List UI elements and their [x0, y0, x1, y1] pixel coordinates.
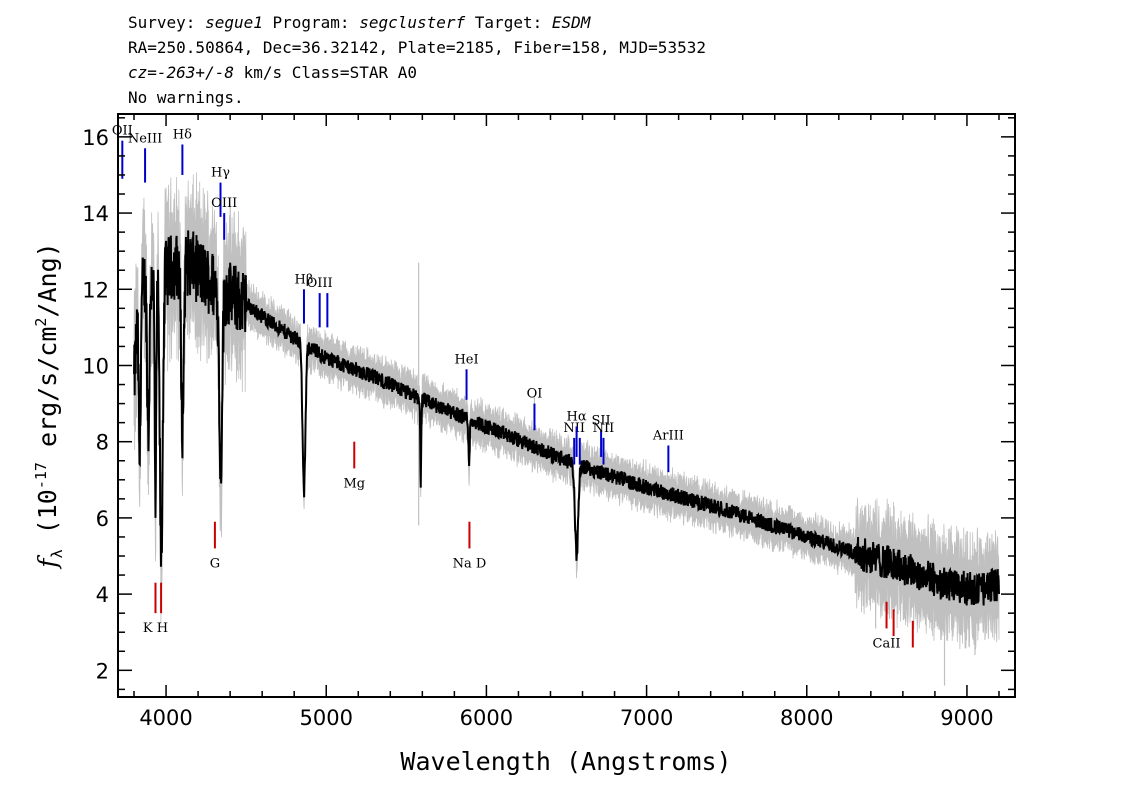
- x-axis-label: Wavelength (Angstroms): [400, 747, 731, 776]
- line-marker-label: Hβ: [295, 272, 314, 287]
- axis-ticks: 4000 5000 6000 7000 8000 9000 2 4 6 8 10 12 14 16: [82, 114, 1015, 730]
- y-label-mid: erg/s/cm: [33, 327, 62, 462]
- y-label-exp2: 2: [32, 318, 50, 327]
- line-marker-label: Mg: [343, 476, 365, 491]
- y-tick-label: 14: [82, 202, 109, 226]
- line-marker-label: ArIII: [652, 429, 684, 444]
- y-tick-label: 4: [96, 583, 109, 607]
- header-line-1: Survey: segue1 Program: segclusterf Targ…: [128, 13, 592, 32]
- line-marker-label: NII: [563, 421, 585, 436]
- header-class: km/s Class=STAR A0: [234, 63, 417, 82]
- header-program: segclusterf: [359, 13, 465, 32]
- y-label-sub: λ: [48, 549, 66, 558]
- header-survey: segue1: [205, 13, 263, 32]
- header-target: ESDM: [552, 13, 592, 32]
- y-tick-label: 6: [96, 507, 109, 531]
- y-tick-label: 12: [82, 278, 109, 302]
- plot-frame: [117, 113, 1016, 698]
- x-tick-label: 9000: [940, 706, 993, 730]
- x-tick-label: 8000: [780, 706, 833, 730]
- y-tick-label: 8: [96, 431, 109, 455]
- line-marker-label: Hα: [567, 409, 587, 424]
- y-tick-label: 10: [82, 354, 109, 378]
- x-tick-label: 4000: [139, 706, 192, 730]
- y-tick-label: 16: [82, 126, 109, 150]
- x-tick-label: 5000: [300, 706, 353, 730]
- header-cz: cz=-263+/-8: [128, 63, 234, 82]
- line-marker-label: SII: [592, 413, 611, 428]
- line-marker-label: HeI: [454, 352, 478, 367]
- x-tick-label: 7000: [620, 706, 673, 730]
- header-program-label: Program:: [263, 13, 359, 32]
- y-axis-label: fλ (10-17 erg/s/cm2/Ang): [32, 242, 66, 569]
- line-marker-label: K H: [143, 621, 168, 636]
- line-marker-label: OIII: [307, 276, 333, 291]
- header-survey-label: Survey:: [128, 13, 205, 32]
- line-marker-label: NeIII: [128, 131, 162, 146]
- line-marker-label: Hγ: [211, 166, 230, 181]
- flux-line: [133, 230, 1000, 606]
- plot-area: [133, 172, 1000, 686]
- header-line-3: cz=-263+/-8 km/s Class=STAR A0: [128, 63, 417, 82]
- y-label-f: f: [33, 555, 62, 570]
- line-marker-label: Na D: [453, 556, 487, 571]
- header-target-label: Target:: [465, 13, 552, 32]
- header-line-4: No warnings.: [128, 88, 244, 107]
- line-marker-label: CaII: [873, 636, 901, 651]
- line-marker-label: G: [210, 556, 220, 571]
- y-label-exp1: -17: [32, 462, 50, 489]
- line-marker-label: Hδ: [173, 127, 192, 142]
- line-marker-label: OI: [527, 387, 543, 402]
- line-marker-label: NII: [593, 421, 615, 436]
- y-label-post: /Ang): [33, 242, 62, 317]
- y-label-pre: (10: [33, 489, 62, 549]
- header-line-2: RA=250.50864, Dec=36.32142, Plate=2185, …: [128, 38, 706, 57]
- x-tick-label: 6000: [460, 706, 513, 730]
- y-tick-label: 2: [96, 659, 109, 683]
- line-marker-label: OIII: [211, 196, 237, 211]
